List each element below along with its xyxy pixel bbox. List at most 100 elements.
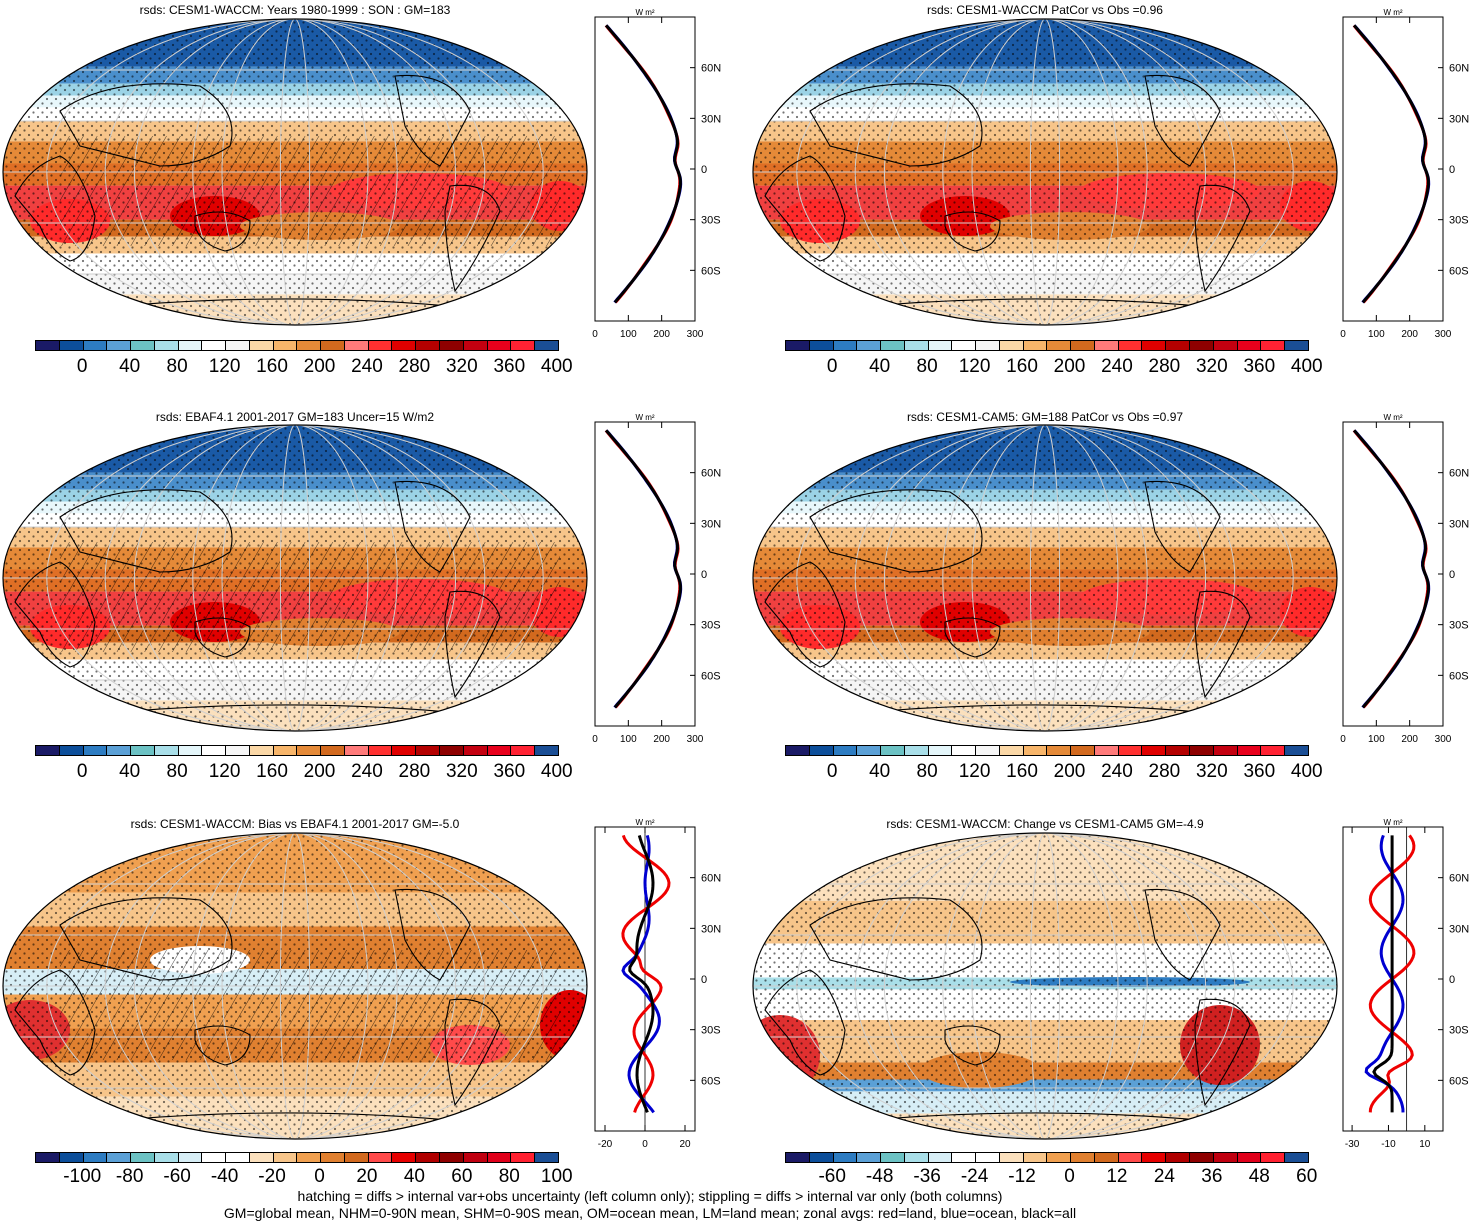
zonal-lat-label: 60S [701,1075,721,1087]
colorbar-swatch [1189,341,1213,350]
zonal-lat-label: 30N [701,923,721,935]
colorbar-swatch [272,1153,297,1162]
zonal-lat-label: 30S [701,1025,721,1037]
colorbar-6 [785,1152,1309,1163]
colorbar-swatch [856,341,881,350]
colorbar-swatch [1212,746,1237,755]
colorbar-swatch [1141,1153,1166,1162]
colorbar-tick-label: 40 [119,761,141,782]
colorbar-swatch [58,746,83,755]
zonal-plot-5: W m² 60N 30N 0 30S 60S -20 0 20 [594,818,721,1150]
colorbar-tick-label: 360 [1243,761,1276,782]
colorbar-swatch [1141,746,1166,755]
zonal-x-label: 200 [1401,329,1418,340]
colorbar-swatch [1236,341,1261,350]
graticule-lon [46,833,544,1139]
colorbar-swatch [439,746,463,755]
zonal-curve-land [1352,24,1430,304]
colorbar-swatch [1189,746,1213,755]
colorbar-swatch [1284,341,1308,350]
colorbar-swatch [903,341,928,350]
graticule-lon [971,833,1119,1139]
colorbar-swatch [903,746,928,755]
colorbar-swatch [1141,341,1166,350]
colorbar-swatch [248,1153,273,1162]
colorbar-swatch [1070,1153,1094,1162]
colorbar-tick-label: 60 [451,1166,473,1187]
graticule-lon [883,425,1207,731]
colorbar-swatch [1093,746,1118,755]
panel-title-4: rsds: CESM1-CAM5: GM=188 PatCor vs Obs =… [906,410,1184,424]
zonal-curve-ocean [1364,834,1405,1113]
continent-outline-3 [1144,74,1221,167]
panel-title-5: rsds: CESM1-WACCM: Bias vs EBAF4.1 2001-… [130,817,460,831]
colorbar-swatch [1212,1153,1237,1162]
continent-outline-3 [1144,888,1221,981]
footer-note-2: GM=global mean, NHM=0-90N mean, SHM=0-90… [223,1205,1077,1221]
colorbar-swatch [36,1153,59,1162]
zonal-frame [594,16,696,322]
continent-outline-0 [14,969,96,1076]
zonal-lat-label: 30S [1449,1025,1469,1037]
graticule-lon [854,19,1236,325]
continent-outline-2 [944,211,1001,252]
colorbar-swatch [534,746,558,755]
graticule-lon [221,19,369,325]
zonal-lat-label: 30S [1449,620,1469,632]
colorbar-swatch [1260,746,1285,755]
continent-outline-3 [1144,480,1221,573]
colorbar-tick-label: -12 [1008,1166,1036,1187]
zonal-units: W m² [635,8,654,17]
colorbar-swatch [36,746,59,755]
colorbar-swatch [201,746,226,755]
continent-outline-2 [944,1025,1001,1066]
colorbar-tick-label: 120 [208,356,241,377]
zonal-x-label: -30 [1345,1139,1360,1150]
continent-outline-0 [14,561,96,668]
zonal-x-label: 20 [679,1139,691,1150]
colorbar-tick-label: 320 [445,761,478,782]
zonal-units: W m² [1383,413,1402,422]
colorbar-tick-label: 240 [1101,356,1133,377]
zonal-curve-ocean [605,24,683,304]
colorbar-swatch [1117,341,1142,350]
colorbar-tick-label: 0 [314,1166,325,1187]
colorbar-swatch [1236,746,1261,755]
colorbar-swatch [1117,1153,1142,1162]
colorbar-swatch [225,341,249,350]
zonal-x-label: 100 [620,734,637,745]
zonal-frame [1342,16,1444,322]
continent-outline-4 [1194,590,1251,699]
graticule-lon [192,19,398,325]
colorbar-swatch [367,746,392,755]
colorbar-swatch [1022,341,1047,350]
colorbar-swatch [1093,341,1118,350]
panel-title-2: rsds: CESM1-WACCM PatCor vs Obs =0.96 [927,3,1163,17]
colorbar-swatch [36,341,59,350]
continent-outline-3 [394,480,471,573]
zonal-lat-label: 0 [1449,569,1455,581]
continent-outline-1 [59,897,233,981]
colorbar-swatch [927,1153,952,1162]
colorbar-swatch [391,341,416,350]
colorbar-swatch [510,746,535,755]
colorbar-tick-label: 0 [76,761,88,782]
map-border [752,832,1338,1140]
colorbar-tick-label: 160 [1006,761,1038,782]
colorbar-tick-label: 360 [493,356,526,377]
zonal-frame [594,421,696,727]
colorbar-tick-label: -20 [258,1166,286,1187]
zonal-x-label: 0 [592,734,598,745]
zonal-x-label: 100 [1368,329,1385,340]
colorbar-tick-label: 60 [1296,1166,1318,1187]
zonal-lat-label: 60N [701,63,721,75]
zonal-lat-label: 0 [701,974,707,986]
zonal-curve-ocean [1353,429,1431,709]
zonal-lat-label: 30S [701,620,721,632]
zonal-units: W m² [635,413,654,422]
zonal-curve-all [1372,835,1394,1113]
colorbar-swatch [1046,1153,1071,1162]
map-border [752,424,1338,732]
colorbar-swatch [1022,1153,1047,1162]
colorbar-tick-label: 80 [498,1166,520,1187]
